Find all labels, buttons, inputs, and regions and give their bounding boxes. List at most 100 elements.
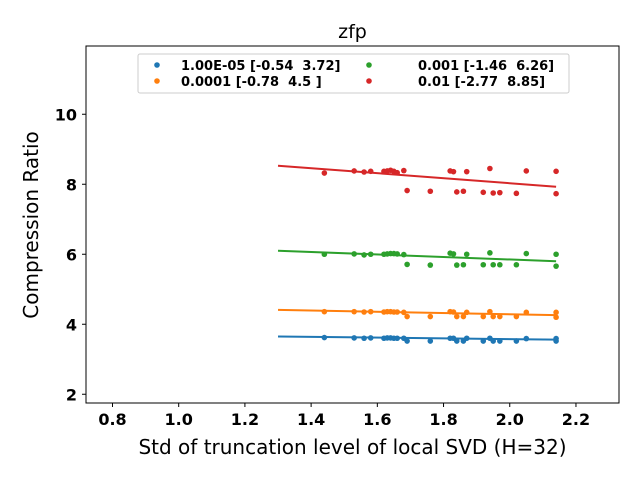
series-3-point	[321, 251, 328, 258]
series-2-point	[401, 309, 407, 316]
series-4-point	[513, 190, 520, 197]
x-tick-label: 1.4	[297, 410, 325, 429]
series-1-point	[497, 338, 503, 344]
x-tick-label: 1.0	[165, 410, 193, 429]
legend-marker	[154, 78, 160, 84]
series-1-point	[321, 334, 328, 341]
series-4-point	[463, 168, 470, 175]
series-2-point	[490, 313, 496, 320]
series-4-point	[394, 169, 400, 176]
series-3-point	[351, 251, 357, 257]
series-2-point	[404, 313, 410, 320]
series-3-point	[460, 261, 467, 268]
x-tick-label: 2.2	[562, 410, 590, 429]
series-1-point	[361, 335, 367, 342]
series-1-point	[480, 338, 487, 344]
series-2-point	[523, 309, 530, 316]
series-3-point	[523, 250, 530, 257]
series-2-point	[460, 313, 467, 320]
series-1-point	[453, 338, 460, 344]
series-4-point	[453, 189, 460, 195]
series-1-point	[463, 335, 470, 342]
series-2-point	[513, 313, 520, 320]
y-tick-label: 2	[66, 385, 77, 404]
series-3-point	[497, 261, 503, 268]
series-2-point	[367, 308, 374, 315]
series-4-fit-line	[277, 164, 557, 188]
x-tick-label: 2.0	[496, 410, 524, 429]
series-2-point	[480, 313, 487, 320]
x-tick-label: 1.6	[363, 410, 391, 429]
legend-label: 0.001 [-1.46 6.26]	[418, 59, 554, 74]
series-3-point	[401, 251, 407, 258]
series-1-point	[367, 335, 374, 341]
y-tick-label: 10	[55, 105, 77, 124]
series-3-point	[553, 251, 559, 258]
series-1-point	[553, 335, 559, 342]
series-1-point	[427, 338, 434, 344]
series-4-point	[450, 168, 457, 175]
y-tick-label: 6	[66, 245, 77, 264]
legend-marker	[154, 62, 160, 68]
series-3-point	[463, 251, 470, 258]
series-4-point	[490, 190, 496, 196]
y-tick-label: 4	[66, 315, 77, 334]
series-2-point	[487, 308, 493, 315]
x-axis-label: Std of truncation level of local SVD (H=…	[138, 435, 566, 459]
series-4-point	[553, 190, 559, 197]
legend: 1.00E-05 [-0.54 3.72]0.0001 [-0.78 4.5 ]…	[137, 53, 570, 94]
series-1-point	[490, 338, 496, 344]
legend-label: 0.0001 [-0.78 4.5 ]	[181, 75, 322, 90]
legend-marker	[366, 62, 372, 68]
y-axis-label: Compression Ratio	[19, 131, 43, 318]
series-3-point	[367, 251, 374, 258]
data-marks	[277, 164, 559, 344]
plot-area	[85, 45, 620, 404]
series-4-point	[553, 168, 559, 175]
series-1-point	[523, 335, 530, 342]
legend-label: 1.00E-05 [-0.54 3.72]	[181, 59, 340, 74]
series-4-point	[367, 168, 374, 175]
series-3-point	[513, 261, 520, 268]
series-4-point	[497, 189, 503, 196]
series-2-point	[361, 309, 367, 315]
series-4-point	[321, 170, 328, 176]
series-1-point	[513, 338, 520, 344]
series-4-point	[480, 189, 487, 196]
series-3-point	[427, 262, 434, 268]
series-4-point	[351, 168, 357, 174]
series-4-point	[401, 167, 407, 174]
series-3-point	[480, 261, 487, 268]
series-2-point	[463, 309, 470, 316]
series-1-point	[351, 335, 357, 341]
x-axis-ticks: 0.8 1.0 1.2 1.4 1.6 1.8 2.0 2.2	[98, 403, 590, 429]
series-2-point	[450, 309, 457, 315]
y-axis-ticks: 2 4 6 8 10	[55, 105, 86, 404]
series-4-point	[404, 187, 410, 194]
legend-marker	[366, 78, 372, 84]
x-tick-label: 1.2	[231, 410, 259, 429]
series-2-point	[453, 313, 460, 320]
series-4-point	[460, 188, 467, 195]
series-4-point	[427, 188, 434, 195]
series-2-point	[321, 308, 328, 315]
x-tick-label: 1.8	[429, 410, 457, 429]
series-2-point	[427, 313, 434, 320]
series-3-point	[490, 261, 496, 268]
series-3-point	[450, 251, 457, 257]
x-tick-label: 0.8	[98, 410, 126, 429]
series-2-point	[553, 309, 559, 316]
series-2-point	[394, 309, 400, 315]
series-3-point	[394, 251, 400, 257]
legend-box	[137, 53, 570, 94]
series-1-point	[394, 335, 400, 342]
series-4-point	[361, 169, 367, 175]
series-2-point	[553, 314, 559, 321]
series-3-point	[404, 261, 410, 268]
series-3-point	[487, 250, 493, 256]
series-3-point	[453, 262, 460, 268]
legend-label: 0.01 [-2.77 8.85]	[418, 75, 545, 90]
series-1-point	[404, 338, 410, 344]
series-4-point	[523, 168, 530, 174]
